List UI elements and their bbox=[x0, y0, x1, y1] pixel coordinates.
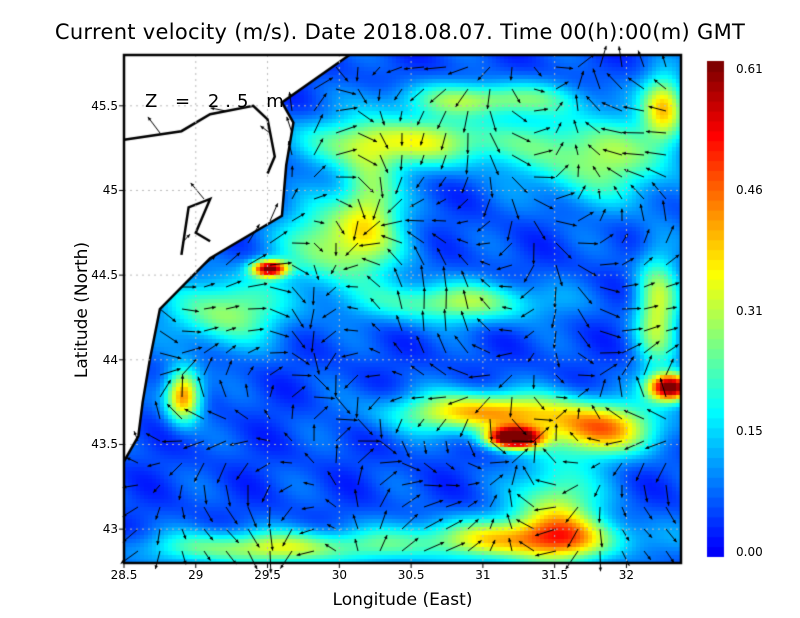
colorbar-tick-label: 0.15 bbox=[736, 424, 763, 439]
x-axis-label: Longitude (East) bbox=[332, 590, 473, 610]
colorbar-tick-label: 0.46 bbox=[736, 182, 763, 197]
chart-title: Current velocity (m/s). Date 2018.08.07.… bbox=[54, 20, 746, 44]
x-tick-label: 31.5 bbox=[541, 568, 569, 582]
y-tick-label: 43.5 bbox=[91, 437, 118, 452]
x-tick-label: 30.5 bbox=[397, 568, 425, 582]
x-tick-label: 31 bbox=[475, 568, 491, 582]
y-tick-label: 44.5 bbox=[91, 268, 118, 283]
colorbar-tick-label: 0.61 bbox=[736, 62, 763, 76]
y-tick-label: 44 bbox=[102, 352, 118, 367]
x-tick-label: 29 bbox=[188, 568, 204, 582]
x-tick-label: 28.5 bbox=[110, 568, 138, 582]
depth-label: Z = 2.5 m bbox=[145, 91, 290, 112]
colorbar-tick-label: 0.00 bbox=[736, 545, 763, 559]
x-tick-label: 29.5 bbox=[254, 568, 281, 582]
y-axis-label: Latitude (North) bbox=[72, 241, 92, 379]
x-tick-label: 30 bbox=[331, 568, 347, 582]
y-tick-label: 45.5 bbox=[91, 98, 118, 113]
x-tick-label: 32 bbox=[618, 568, 635, 582]
y-tick-label: 45 bbox=[102, 183, 118, 198]
y-tick-label: 43 bbox=[102, 522, 118, 537]
colorbar-tick-label: 0.31 bbox=[736, 303, 763, 318]
